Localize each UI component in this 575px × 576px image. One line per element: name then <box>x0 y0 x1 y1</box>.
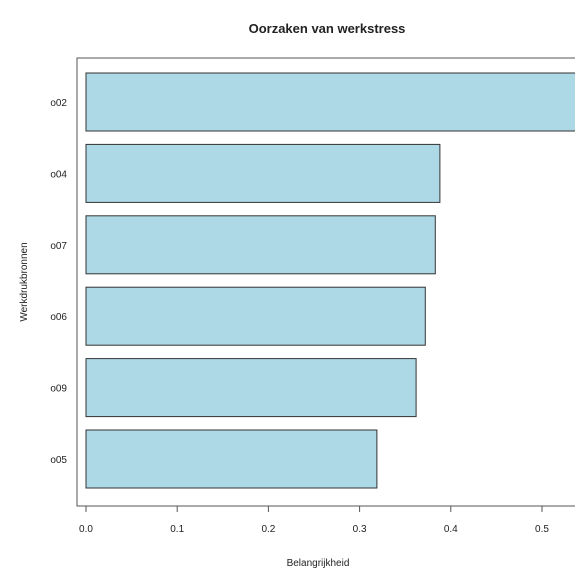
bar-o06 <box>85 286 426 346</box>
x-tick-label-0.3: 0.3 <box>353 524 367 535</box>
x-tick-label-0.1: 0.1 <box>170 524 184 535</box>
y-axis-label: Werkdrukbronnen <box>19 242 30 321</box>
y-category-label-o02: o02 <box>50 98 67 109</box>
x-axis: 0.0 0.1 0.2 0.3 0.4 0.5 <box>79 506 549 535</box>
y-category-label-o09: o09 <box>50 384 67 395</box>
x-tick-label-0.5: 0.5 <box>535 524 549 535</box>
x-tick-label-0.4: 0.4 <box>444 524 458 535</box>
bar-o07 <box>85 215 436 275</box>
x-tick-label-0.2: 0.2 <box>261 524 275 535</box>
y-category-label-o07: o07 <box>50 241 67 252</box>
y-category-label-o06: o06 <box>50 312 67 323</box>
bar-o05 <box>85 429 378 489</box>
plot-frame <box>76 57 575 507</box>
bar-o04 <box>85 143 441 203</box>
y-category-labels: o02 o04 o07 o06 o09 o05 <box>50 98 67 466</box>
x-tick-label-0.0: 0.0 <box>79 524 93 535</box>
bars-group <box>85 72 575 489</box>
x-axis-label: Belangrijkheid <box>287 558 350 569</box>
y-category-label-o04: o04 <box>50 169 67 180</box>
chart-title: Oorzaken van werkstress <box>249 21 406 36</box>
bar-o02 <box>85 72 575 132</box>
y-category-label-o05: o05 <box>50 455 67 466</box>
bar-o09 <box>85 358 417 418</box>
